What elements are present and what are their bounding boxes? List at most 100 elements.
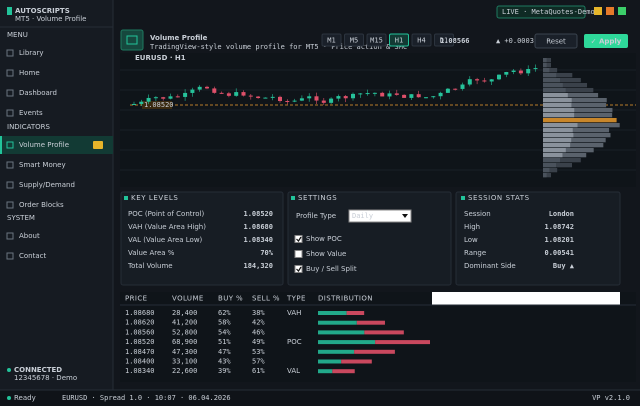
stat-label: Session [464,210,491,218]
volume-cell: 22,600 [172,367,197,375]
candle-body [292,100,297,102]
sidebar [0,0,113,390]
window-button[interactable] [606,7,614,15]
profile-bar-part [543,133,574,138]
candle-body [416,94,421,98]
buy-bar [318,349,355,354]
price-cell: 1.08470 [125,348,155,356]
profile-bar-part [543,78,561,83]
level-value: 1.08520 [243,210,273,218]
nav-icon [6,232,14,240]
nav-icon [6,89,14,97]
section-label: MENU [7,31,28,39]
profile-select[interactable] [348,209,412,223]
status-bar [0,390,640,406]
profile-bar [543,108,613,113]
timeframe-label: M5 [350,37,358,45]
candle-body [190,89,195,93]
timeframe-button[interactable] [411,33,432,47]
stat-value: 1.08742 [544,223,574,231]
profile-bar [543,138,606,143]
window-button[interactable] [594,7,602,15]
candle-body [431,96,436,98]
checkbox[interactable] [294,265,303,273]
nav-item[interactable]: Contact [19,252,46,260]
table [120,292,636,382]
active-item [0,136,113,154]
sell-bar [332,369,355,374]
sell-cell: 53% [252,348,265,356]
reset-label: Reset [546,38,566,46]
reset-button[interactable] [534,33,578,49]
volume-cell: 33,100 [172,358,197,366]
candle-body [453,88,458,90]
live-status: LIVE · MetaQuotes-Demo [502,8,595,16]
setting-label: Profile Type [296,212,336,220]
timeframe-button[interactable] [434,33,454,47]
buy-cell: 43% [218,358,231,366]
apply-button[interactable] [584,34,628,48]
connection-account: 12345678 · Demo [14,374,77,382]
nav-item[interactable]: Home [19,69,40,77]
nav-item[interactable]: Events [19,109,43,117]
sell-bar [375,340,430,345]
stat-label: Dominant Side [464,262,516,270]
app-subtitle: MT5 · Volume Profile [15,15,86,23]
nav-item[interactable]: Supply/Demand [19,181,75,189]
level-label: POC (Point of Control) [128,210,204,218]
profile-bar [543,73,573,78]
buy-bar [318,369,333,374]
candle-body [132,103,136,105]
candle-body [212,88,217,93]
nav-item[interactable]: Order Blocks [19,201,64,209]
candle-body [438,92,443,97]
candle-body [460,84,465,89]
profile-bar [543,148,594,153]
window-button[interactable] [618,7,626,15]
type-cell: VAH [287,309,301,317]
panel-icon [461,196,465,200]
nav-item[interactable]: Library [19,49,43,57]
checkbox[interactable] [294,235,303,243]
nav-item[interactable]: Volume Profile [19,141,69,149]
type-cell: VAL [287,367,300,375]
timeframe-button[interactable] [389,33,409,47]
profile-bar [543,78,581,83]
profile-bar [543,158,581,163]
stat-label: High [464,223,480,231]
profile-select-value: Daily [352,212,373,220]
volume-cell: 41,200 [172,319,197,327]
candle-body [380,92,385,97]
buy-cell: 54% [218,328,231,336]
profile-bar-part [543,158,560,163]
nav-item[interactable]: Smart Money [19,161,66,169]
price-cell: 1.08560 [125,328,155,336]
checkbox[interactable] [294,250,303,258]
candle-body [299,98,304,101]
nav-item[interactable]: Dashboard [19,89,57,97]
profile-bar-part [543,168,550,173]
search-box[interactable] [432,292,620,305]
nav-icon [6,109,14,117]
profile-bar-part [543,153,563,158]
stat-value: Buy ▲ [553,262,575,270]
apply-label: ✓ Apply [591,38,622,46]
candle-body [511,70,516,73]
table-header: TYPE [286,295,306,303]
sell-bar [354,349,395,354]
table-header: DISTRIBUTION [318,295,373,303]
timeframe-button[interactable] [344,33,364,47]
table-header: VOLUME [172,295,204,303]
buy-bar [318,330,365,335]
profile-bar [543,93,599,98]
timeframe-button[interactable] [321,33,342,47]
timeframe-button[interactable] [366,33,387,47]
profile-bar [543,153,587,158]
profile-bar-part [543,68,550,73]
nav-item[interactable]: About [19,232,40,240]
profile-bar [543,143,604,148]
select-arrow [402,214,408,218]
profile-bar-part [543,83,563,88]
panel [120,191,284,286]
icon-glyph [126,35,138,45]
